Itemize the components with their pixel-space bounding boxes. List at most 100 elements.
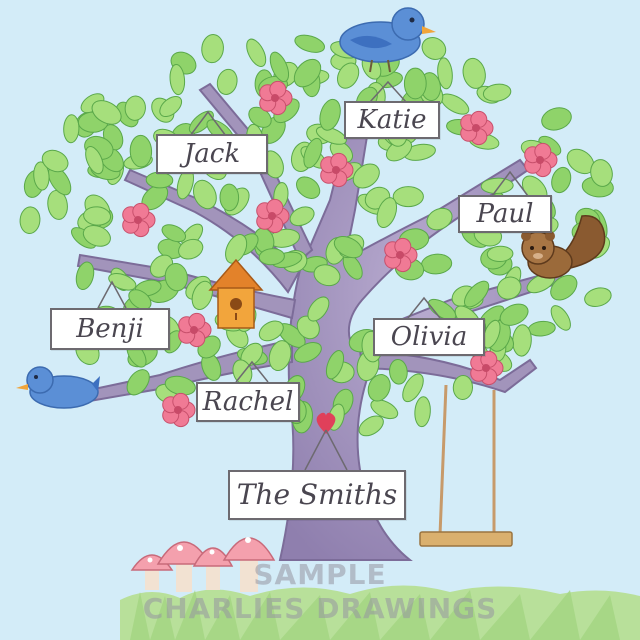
leaf [584,287,612,307]
leaf [480,177,514,194]
watermark-line-2: CHARLIES DRAWINGS [142,592,498,625]
leaf [403,67,427,100]
leaf [336,62,360,89]
leaf [289,206,315,227]
leaf [319,98,341,131]
name-tag-benji: Benji [50,308,170,350]
leaf [482,83,512,102]
leaf [191,280,213,310]
leaf [527,320,556,337]
leaf [426,207,453,231]
leaf [462,57,486,89]
mushrooms [130,537,276,592]
leaf [402,373,424,403]
leaf [512,324,532,357]
leaf [486,245,514,263]
name-tag-rachel: Rachel [196,382,300,422]
leaf [313,264,341,287]
flower [460,110,494,146]
leaf [178,238,204,260]
leaf [108,273,137,291]
leaf [421,37,447,60]
name-tag-jack: Jack [156,134,268,174]
leaf [294,34,326,53]
leaf [296,176,321,199]
leaf [246,38,267,68]
leaf [437,57,453,90]
leaf [258,320,284,342]
leaf [85,146,104,175]
squirrel [521,215,606,279]
leaf [225,234,248,264]
leaf [370,399,399,420]
name-tag-olivia: Olivia [373,318,485,356]
leaf [129,134,153,168]
leaf [352,163,380,189]
watermark-line-1: SAMPLE [253,558,387,591]
leaf [216,68,238,95]
leaf [41,149,69,173]
flower [259,80,293,116]
leaf [164,262,188,292]
bird-top [339,7,436,73]
name-tag-katie: Katie [344,101,440,139]
leaf [219,183,240,212]
name-tag-paul: Paul [458,195,552,233]
leaf [541,107,572,131]
leaf [75,261,95,291]
leaf [392,186,424,208]
leaf [333,236,363,259]
leaf [590,159,613,187]
bird-left [16,366,100,409]
leaf [315,126,347,145]
grass [120,585,640,640]
leaf [161,224,187,243]
flower [178,312,212,348]
leaf [293,342,322,363]
flower [256,198,290,234]
leaf [19,206,41,234]
leaf [91,100,122,125]
family-name-tag: The Smiths [228,470,406,520]
leaf [47,189,68,220]
leaf [499,303,529,326]
birdhouse [208,258,264,329]
leaf [389,359,408,385]
leaf [440,93,470,115]
leaf [550,305,571,331]
swing [419,384,513,547]
leaf [307,296,330,322]
leaf [128,289,152,310]
flower [320,152,354,188]
leaf [550,274,578,301]
leaf [414,396,431,428]
tag-strings [97,80,529,383]
leaf [269,51,290,83]
leaf [496,276,522,300]
leaf [33,161,50,191]
leaf [63,114,80,144]
leaf [82,225,111,247]
leaf [376,197,398,229]
leaf [124,95,146,121]
leaf [325,350,345,380]
leaf [421,253,453,275]
flower [162,392,196,428]
flower [122,202,156,238]
leaf [463,280,490,308]
leaf [358,415,384,437]
flower [384,237,418,273]
heart-icon [316,412,336,434]
leaf [452,375,474,400]
leaf [126,369,150,396]
leaf [367,374,391,402]
leaf [551,166,572,194]
leaf [201,34,224,64]
flower [524,142,558,178]
leaf [293,58,322,88]
leaf [83,206,112,226]
tree-flowers [122,80,558,428]
leaf [303,137,323,169]
leaf [159,95,183,118]
